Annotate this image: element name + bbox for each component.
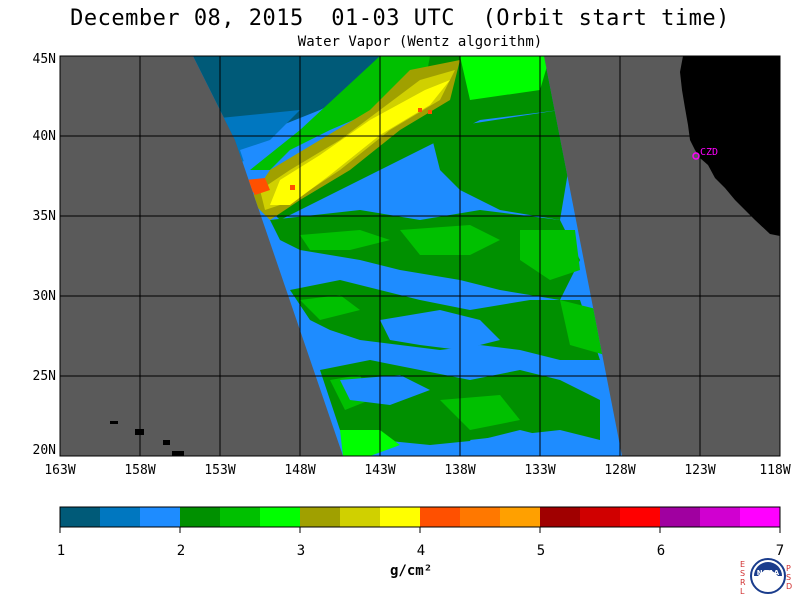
colorbar-tick-3: 3 <box>296 543 306 559</box>
map-frame <box>59 55 781 457</box>
colorbar-tick-1: 1 <box>56 543 66 559</box>
colorbar-tick-4: 4 <box>416 543 426 559</box>
colorbar-swatch <box>380 507 421 527</box>
colorbar <box>59 506 781 533</box>
lon-label-143w: 143W <box>364 463 396 478</box>
colorbar-swatch <box>100 507 141 527</box>
lat-label-45n: 45N <box>32 52 56 67</box>
land-north-america <box>680 56 780 236</box>
colorbar-swatch <box>460 507 501 527</box>
colorbar-tick-2: 2 <box>176 543 186 559</box>
colorbar-swatch <box>220 507 261 527</box>
colorbar-swatch <box>300 507 341 527</box>
colorbar-tick-6: 6 <box>656 543 666 559</box>
colorbar-swatch <box>500 507 541 527</box>
colorbar-swatch <box>60 507 101 527</box>
colorbar-swatch <box>140 507 181 527</box>
lon-label-153w: 153W <box>204 463 236 478</box>
lon-label-163w: 163W <box>44 463 76 478</box>
colorbar-swatch <box>740 507 781 527</box>
colorbar-swatch <box>540 507 581 527</box>
colorbar-swatch <box>580 507 621 527</box>
lat-label-35n: 35N <box>32 209 56 224</box>
colorbar-swatch <box>620 507 661 527</box>
lat-label-40n: 40N <box>32 129 56 144</box>
station-marker <box>692 152 700 160</box>
noaa-seal-icon: NOAA <box>750 558 786 594</box>
station-label: CZD <box>700 147 718 158</box>
lon-label-118w: 118W <box>759 463 791 478</box>
lon-label-158w: 158W <box>124 463 156 478</box>
colorbar-swatch <box>180 507 221 527</box>
lon-label-148w: 148W <box>284 463 316 478</box>
psd-letters: P S D <box>786 564 793 591</box>
lon-label-128w: 128W <box>604 463 636 478</box>
lat-label-30n: 30N <box>32 289 56 304</box>
graticule <box>60 56 780 456</box>
colorbar-tick-7: 7 <box>775 543 785 559</box>
colorbar-swatch <box>700 507 741 527</box>
esrl-letters: E S R L <box>740 560 746 596</box>
colorbar-swatch <box>340 507 381 527</box>
chart-subtitle: Water Vapor (Wentz algorithm) <box>297 34 543 50</box>
noaa-logo: E S R L NOAA P S D <box>738 556 794 598</box>
colorbar-swatch <box>660 507 701 527</box>
lon-label-138w: 138W <box>444 463 476 478</box>
colorbar-swatch <box>420 507 461 527</box>
lat-label-25n: 25N <box>32 369 56 384</box>
chart-title: December 08, 2015 01-03 UTC (Orbit start… <box>70 6 730 31</box>
svg-text:NOAA: NOAA <box>757 569 780 577</box>
lat-label-20n: 20N <box>32 443 56 458</box>
colorbar-swatch <box>260 507 301 527</box>
lon-label-133w: 133W <box>524 463 556 478</box>
colorbar-units: g/cm² <box>390 563 433 579</box>
colorbar-tick-5: 5 <box>536 543 546 559</box>
lon-label-123w: 123W <box>684 463 716 478</box>
